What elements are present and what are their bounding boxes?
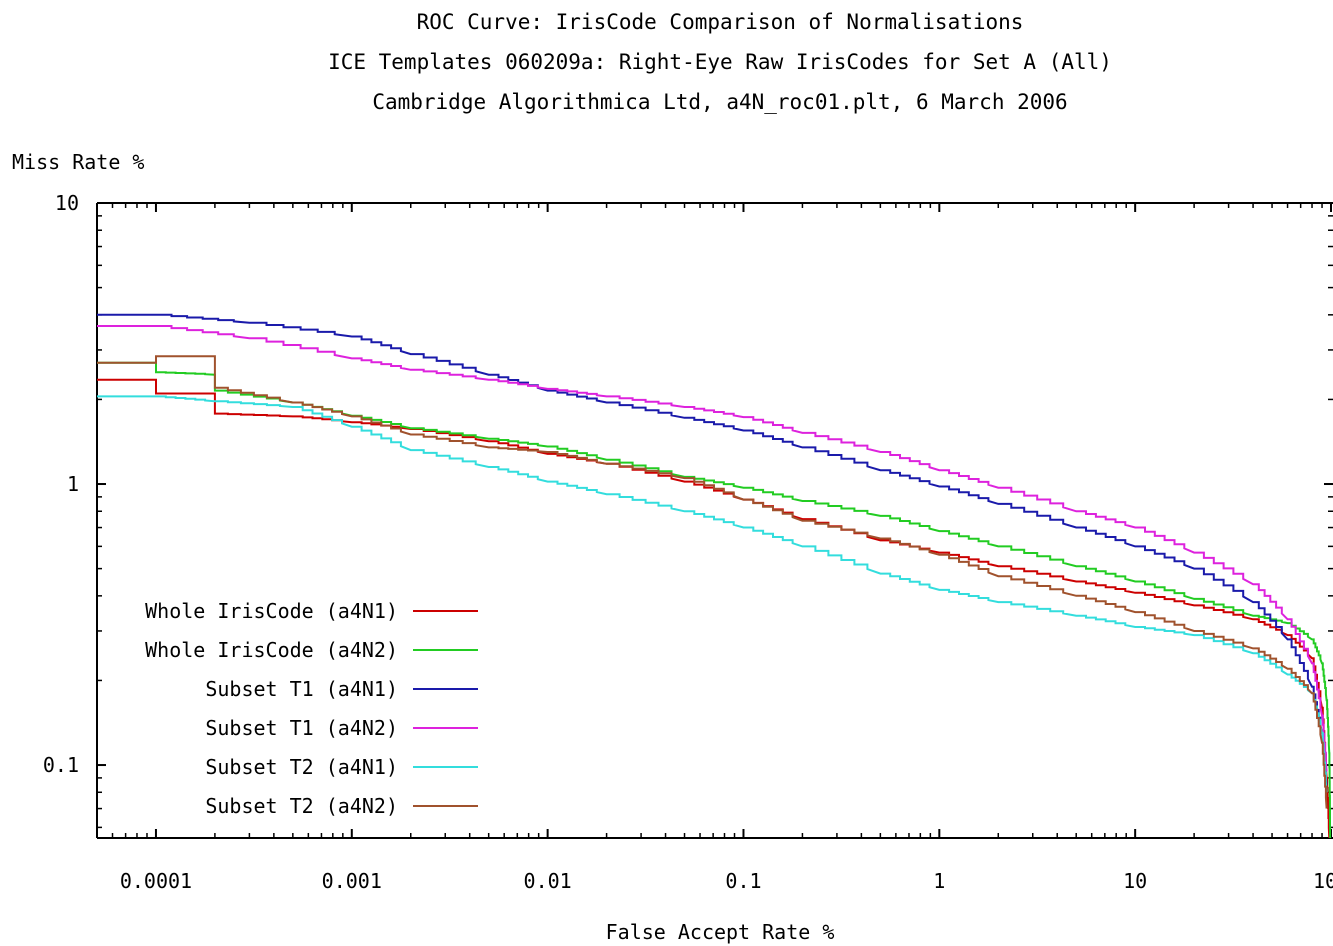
legend-label: Subset T1 (a4N2) (205, 716, 398, 740)
x-tick-label: 1 (933, 869, 945, 893)
chart-title: ROC Curve: IrisCode Comparison of Normal… (416, 10, 1024, 34)
series-lines (97, 313, 1332, 839)
legend-label: Whole IrisCode (a4N2) (145, 638, 398, 662)
y-tick-label: 10 (55, 191, 79, 215)
series-line-3 (97, 313, 1328, 785)
chart-subtitle: ICE Templates 060209a: Right-Eye Raw Iri… (328, 50, 1112, 74)
legend-label: Subset T1 (a4N1) (205, 677, 398, 701)
series-line-5 (97, 395, 1328, 793)
y-tick-label: 0.1 (43, 753, 79, 777)
x-tick-label: 100 (1313, 869, 1333, 893)
legend-label: Whole IrisCode (a4N1) (145, 599, 398, 623)
x-tick-label: 0.001 (322, 869, 382, 893)
x-tick-label: 0.01 (524, 869, 572, 893)
y-tick-label: 1 (67, 472, 79, 496)
legend-label: Subset T2 (a4N2) (205, 794, 398, 818)
x-tick-label: 0.0001 (120, 869, 192, 893)
y-axis-label: Miss Rate % (12, 150, 145, 174)
x-axis-label: False Accept Rate % (605, 920, 835, 944)
chart-credit: Cambridge Algorithmica Ltd, a4N_roc01.pl… (372, 90, 1068, 114)
legend: Whole IrisCode (a4N1) Whole IrisCode (a4N… (145, 599, 478, 818)
x-tick-label: 0.1 (725, 869, 761, 893)
series-line-6 (97, 355, 1328, 809)
plot-frame (96, 202, 1333, 839)
x-tick-label: 10 (1123, 869, 1147, 893)
axis-ticks: 0.0001 0.001 0.01 0.1 1 10 100 0.1 1 10 (43, 191, 1333, 893)
legend-label: Subset T2 (a4N1) (205, 755, 398, 779)
series-line-4 (97, 325, 1328, 772)
